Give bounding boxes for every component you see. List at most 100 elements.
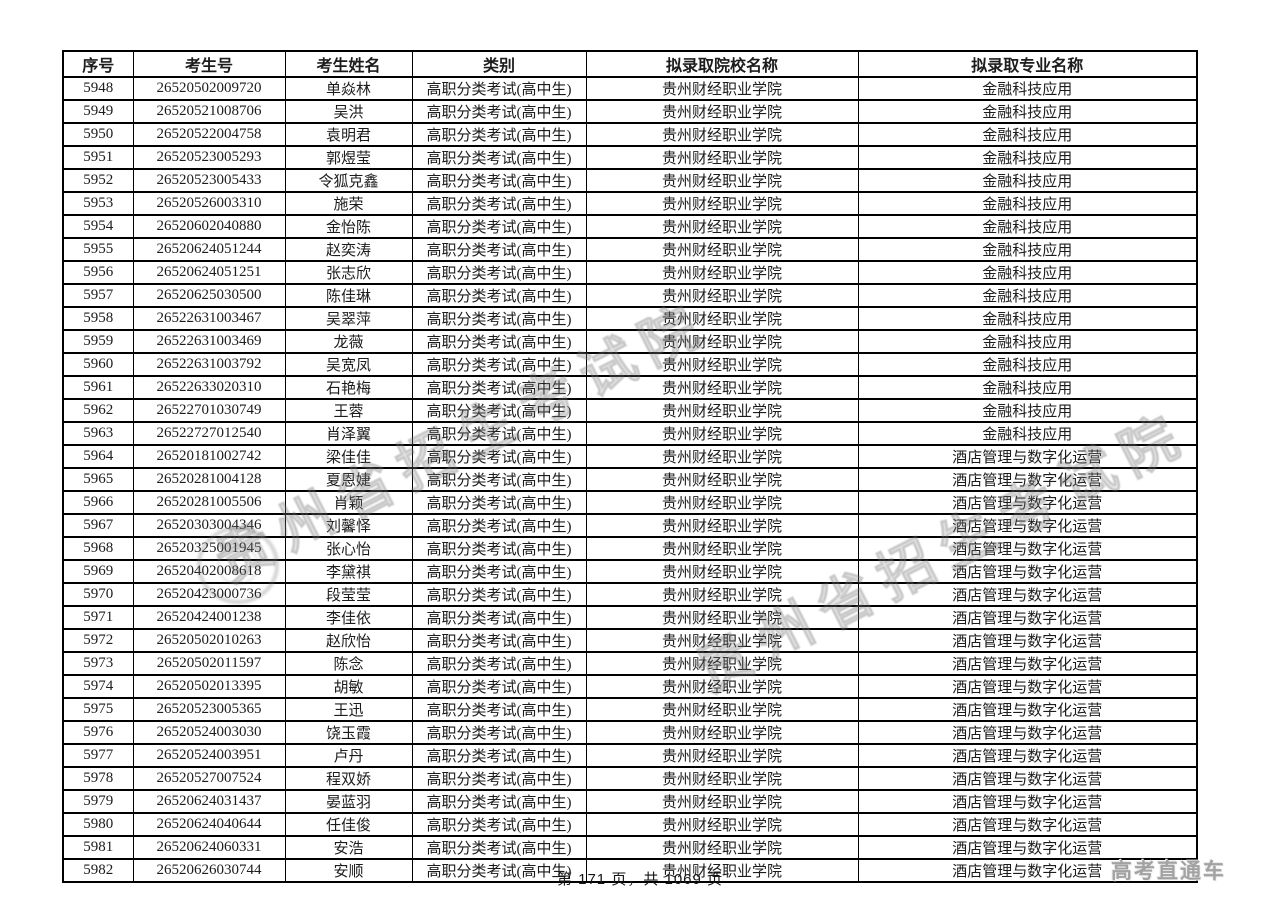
cell-index: 5960 [62, 352, 134, 377]
column-header-candidate-no: 考生号 [132, 50, 286, 78]
cell-index: 5963 [62, 421, 134, 446]
cell-college: 贵州财经职业学院 [585, 329, 859, 354]
cell-candidate-no: 26520524003951 [132, 743, 286, 768]
cell-index: 5973 [62, 651, 134, 676]
table-row: 5963 26522727012540 肖泽翼 高职分类考试(高中生) 贵州财经职业学院… [62, 421, 1198, 446]
cell-name: 郭煜莹 [284, 145, 413, 170]
cell-name: 安顺 [284, 858, 413, 883]
cell-index: 5950 [62, 122, 134, 147]
table-body: 5948 26520502009720 单焱林 高职分类考试(高中生) 贵州财经职业学院… [62, 76, 1198, 883]
cell-candidate-no: 26520522004758 [132, 122, 286, 147]
cell-candidate-no: 26520402008618 [132, 559, 286, 584]
cell-major: 酒店管理与数字化运营 [857, 812, 1198, 837]
cell-index: 5949 [62, 99, 134, 124]
cell-major: 金融科技应用 [857, 306, 1198, 331]
cell-index: 5968 [62, 536, 134, 561]
table-row: 5979 26520624031437 晏蓝羽 高职分类考试(高中生) 贵州财经职业学院… [62, 789, 1198, 814]
cell-college: 贵州财经职业学院 [585, 766, 859, 791]
cell-index: 5948 [62, 76, 134, 101]
cell-name: 肖泽翼 [284, 421, 413, 446]
cell-name: 晏蓝羽 [284, 789, 413, 814]
cell-college: 贵州财经职业学院 [585, 99, 859, 124]
cell-index: 5957 [62, 283, 134, 308]
cell-name: 赵奕涛 [284, 237, 413, 262]
cell-index: 5969 [62, 559, 134, 584]
cell-name: 单焱林 [284, 76, 413, 101]
cell-name: 令狐克鑫 [284, 168, 413, 193]
cell-college: 贵州财经职业学院 [585, 674, 859, 699]
table-row: 5962 26522701030749 王蓉 高职分类考试(高中生) 贵州财经职业学院金… [62, 398, 1198, 423]
cell-name: 石艳梅 [284, 375, 413, 400]
cell-candidate-no: 26520521008706 [132, 99, 286, 124]
cell-major: 酒店管理与数字化运营 [857, 720, 1198, 745]
cell-candidate-no: 26520526003310 [132, 191, 286, 216]
cell-major: 酒店管理与数字化运营 [857, 559, 1198, 584]
cell-candidate-no: 26520502011597 [132, 651, 286, 676]
cell-name: 赵欣怡 [284, 628, 413, 653]
cell-index: 5958 [62, 306, 134, 331]
cell-index: 5978 [62, 766, 134, 791]
cell-college: 贵州财经职业学院 [585, 122, 859, 147]
cell-index: 5962 [62, 398, 134, 423]
cell-major: 金融科技应用 [857, 375, 1198, 400]
cell-major: 金融科技应用 [857, 214, 1198, 239]
cell-candidate-no: 26520624051244 [132, 237, 286, 262]
cell-college: 贵州财经职业学院 [585, 375, 859, 400]
cell-category: 高职分类考试(高中生) [411, 812, 587, 837]
cell-index: 5970 [62, 582, 134, 607]
cell-index: 5972 [62, 628, 134, 653]
table-row: 5980 26520624040644 任佳俊 高职分类考试(高中生) 贵州财经职业学院… [62, 812, 1198, 837]
brand-watermark: 高考直通车 [1111, 860, 1226, 883]
cell-major: 酒店管理与数字化运营 [857, 536, 1198, 561]
cell-major: 酒店管理与数字化运营 [857, 651, 1198, 676]
cell-name: 王蓉 [284, 398, 413, 423]
cell-name: 夏恩婕 [284, 467, 413, 492]
cell-name: 程双娇 [284, 766, 413, 791]
cell-name: 吴洪 [284, 99, 413, 124]
cell-major: 金融科技应用 [857, 283, 1198, 308]
cell-category: 高职分类考试(高中生) [411, 260, 587, 285]
cell-major: 酒店管理与数字化运营 [857, 444, 1198, 469]
cell-candidate-no: 26520524003030 [132, 720, 286, 745]
cell-candidate-no: 26522631003792 [132, 352, 286, 377]
cell-college: 贵州财经职业学院 [585, 628, 859, 653]
cell-index: 5971 [62, 605, 134, 630]
table-row: 5951 26520523005293 郭煜莹 高职分类考试(高中生) 贵州财经职业学院… [62, 145, 1198, 170]
table-row: 5950 26520522004758 袁明君 高职分类考试(高中生) 贵州财经职业学院… [62, 122, 1198, 147]
cell-name: 梁佳佳 [284, 444, 413, 469]
table-row: 5969 26520402008618 李黛祺 高职分类考试(高中生) 贵州财经职业学院… [62, 559, 1198, 584]
cell-category: 高职分类考试(高中生) [411, 766, 587, 791]
cell-college: 贵州财经职业学院 [585, 697, 859, 722]
cell-college: 贵州财经职业学院 [585, 743, 859, 768]
cell-college: 贵州财经职业学院 [585, 352, 859, 377]
cell-major: 酒店管理与数字化运营 [857, 789, 1198, 814]
cell-index: 5966 [62, 490, 134, 515]
admission-table: 序号 考生号 考生姓名 类别 拟录取院校名称 拟录取专业名称 5948 2652050200… [62, 50, 1198, 883]
cell-category: 高职分类考试(高中生) [411, 168, 587, 193]
cell-category: 高职分类考试(高中生) [411, 605, 587, 630]
cell-candidate-no: 26520281005506 [132, 490, 286, 515]
table-row: 5955 26520624051244 赵奕涛 高职分类考试(高中生) 贵州财经职业学院… [62, 237, 1198, 262]
cell-category: 高职分类考试(高中生) [411, 467, 587, 492]
cell-major: 金融科技应用 [857, 421, 1198, 446]
cell-college: 贵州财经职业学院 [585, 421, 859, 446]
cell-category: 高职分类考试(高中生) [411, 306, 587, 331]
cell-category: 高职分类考试(高中生) [411, 398, 587, 423]
cell-major: 金融科技应用 [857, 191, 1198, 216]
table-row: 5970 26520423000736 段莹莹 高职分类考试(高中生) 贵州财经职业学院… [62, 582, 1198, 607]
cell-index: 5961 [62, 375, 134, 400]
table-row: 5959 26522631003469 龙薇 高职分类考试(高中生) 贵州财经职业学院金… [62, 329, 1198, 354]
cell-name: 吴翠萍 [284, 306, 413, 331]
cell-major: 酒店管理与数字化运营 [857, 697, 1198, 722]
cell-major: 酒店管理与数字化运营 [857, 582, 1198, 607]
cell-major: 酒店管理与数字化运营 [857, 513, 1198, 538]
cell-category: 高职分类考试(高中生) [411, 352, 587, 377]
cell-candidate-no: 26520602040880 [132, 214, 286, 239]
table-row: 5954 26520602040880 金怡陈 高职分类考试(高中生) 贵州财经职业学院… [62, 214, 1198, 239]
cell-candidate-no: 26520281004128 [132, 467, 286, 492]
table-row: 5949 26520521008706 吴洪 高职分类考试(高中生) 贵州财经职业学院金… [62, 99, 1198, 124]
cell-candidate-no: 26520527007524 [132, 766, 286, 791]
table-row: 5972 26520502010263 赵欣怡 高职分类考试(高中生) 贵州财经职业学院… [62, 628, 1198, 653]
cell-name: 张心怡 [284, 536, 413, 561]
cell-major: 金融科技应用 [857, 352, 1198, 377]
